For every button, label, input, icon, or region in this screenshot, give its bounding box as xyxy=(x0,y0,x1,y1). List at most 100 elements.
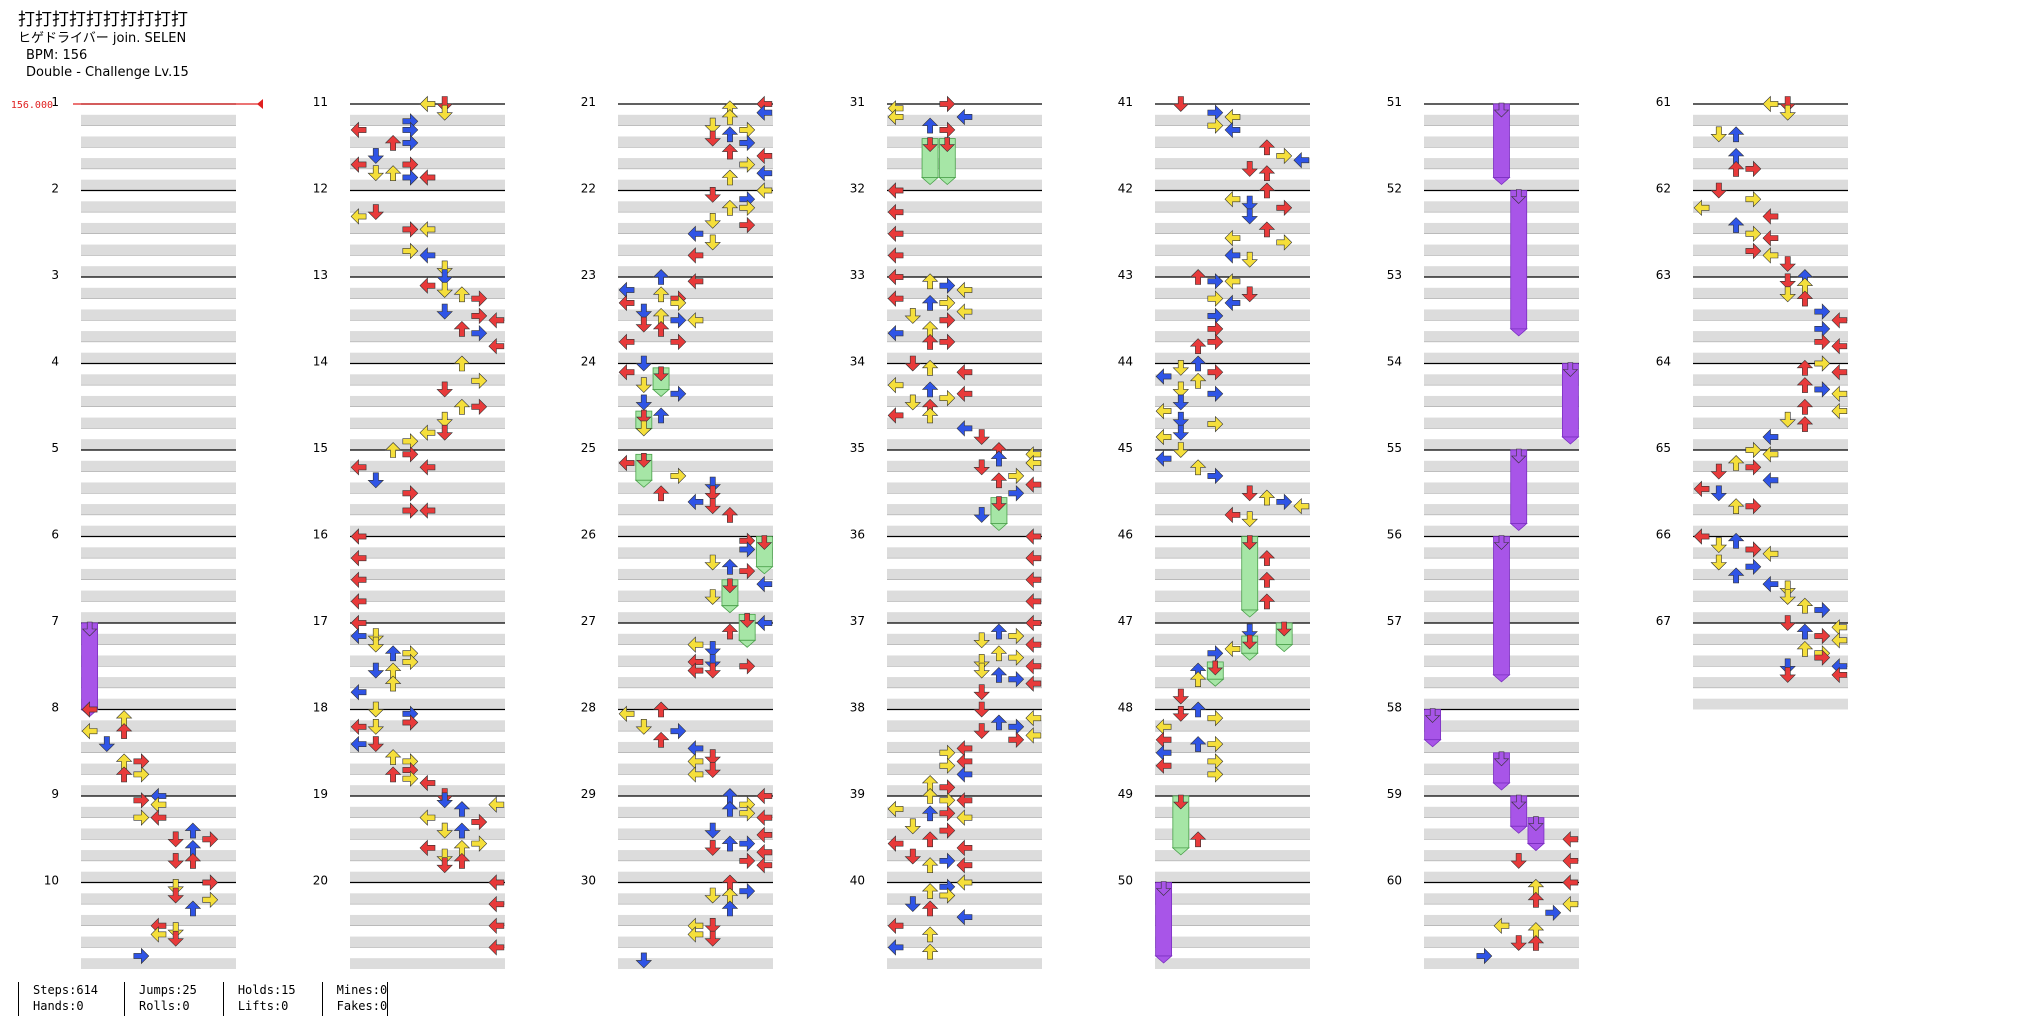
note-arrow xyxy=(367,628,385,644)
note-tail xyxy=(920,177,940,186)
note-arrow xyxy=(973,684,990,701)
beat-band xyxy=(887,504,1042,515)
beat-band xyxy=(350,633,505,645)
note-arrow xyxy=(904,848,922,865)
beat-band xyxy=(1424,720,1579,732)
note-arrow xyxy=(81,701,98,718)
note-arrow xyxy=(687,273,704,290)
beat-band xyxy=(350,331,505,342)
beat-band xyxy=(81,504,236,515)
measure-number: 53 xyxy=(1387,268,1402,282)
measure-number: 45 xyxy=(1118,441,1133,455)
note-arrow xyxy=(1796,398,1814,415)
note-arrow xyxy=(1025,528,1042,545)
note-arrow xyxy=(973,632,990,649)
note-arrow xyxy=(973,654,990,670)
note-arrow xyxy=(1172,688,1190,705)
note-arrow xyxy=(956,108,973,126)
note-arrow xyxy=(904,355,922,372)
note-arrow xyxy=(956,809,973,826)
note-arrow xyxy=(887,407,904,424)
note-arrow xyxy=(1172,442,1190,458)
beat-band xyxy=(887,460,1042,472)
note-arrow xyxy=(1510,794,1527,810)
note-arrow xyxy=(1173,794,1189,810)
note-arrow xyxy=(133,792,150,809)
note-arrow xyxy=(635,718,653,735)
note-arrow xyxy=(1241,286,1258,303)
measure-number: 58 xyxy=(1387,701,1402,715)
note-tail xyxy=(1509,825,1528,834)
note-arrow xyxy=(635,952,653,969)
note-arrow xyxy=(704,234,721,251)
note-arrow xyxy=(1745,541,1762,558)
note-tail xyxy=(651,389,671,397)
measure-number: 19 xyxy=(313,787,328,801)
note-arrow xyxy=(1172,96,1190,112)
measure-number: 10 xyxy=(44,874,59,888)
note-arrow xyxy=(1025,571,1042,589)
note-arrow xyxy=(921,883,939,899)
note-arrow xyxy=(1207,709,1224,727)
measure-number: 56 xyxy=(1387,528,1402,542)
beat-band xyxy=(350,720,505,732)
note-arrow xyxy=(1241,485,1258,502)
beat-band xyxy=(81,417,236,429)
note-arrow xyxy=(436,282,453,298)
note-arrow xyxy=(1207,290,1224,307)
note-arrow xyxy=(1562,895,1579,913)
note-arrow xyxy=(1831,666,1848,684)
beat-band xyxy=(1693,331,1848,342)
note-arrow xyxy=(921,926,939,943)
note-arrow xyxy=(1762,229,1779,247)
beat-band xyxy=(887,158,1042,169)
beat-band xyxy=(81,395,236,407)
note-arrow xyxy=(350,593,367,610)
beat-band xyxy=(81,828,236,840)
note-arrow xyxy=(687,312,704,329)
note-arrow xyxy=(1241,195,1258,212)
note-arrow xyxy=(1207,363,1224,381)
note-arrow xyxy=(939,333,956,351)
beat-band xyxy=(1424,287,1579,299)
beat-band xyxy=(1424,741,1579,753)
beat-band xyxy=(1155,352,1310,364)
beat-band xyxy=(81,655,236,667)
measure-number: 22 xyxy=(581,182,596,196)
note-tail xyxy=(1509,523,1528,532)
note-arrow xyxy=(1727,455,1745,471)
note-arrow xyxy=(1258,182,1276,199)
note-arrow xyxy=(471,324,488,342)
beat-band xyxy=(81,136,236,148)
measure-number: 42 xyxy=(1118,182,1133,196)
note-arrow xyxy=(1241,634,1258,650)
stat-hands: Hands:0 xyxy=(33,999,84,1013)
note-arrow xyxy=(618,363,635,381)
note-arrow xyxy=(973,723,990,740)
note-arrow xyxy=(1207,735,1224,753)
beat-band xyxy=(618,179,773,191)
note-arrow xyxy=(1258,550,1276,566)
note-arrow xyxy=(384,134,402,151)
beat-band xyxy=(1693,612,1848,623)
beat-band xyxy=(618,287,773,299)
note-arrow xyxy=(1814,649,1831,666)
stats-block-jumps: Jumps:25 Rolls:0 xyxy=(124,982,211,1016)
beat-band xyxy=(350,395,505,407)
note-arrow xyxy=(167,930,184,947)
note-arrow xyxy=(1745,459,1762,476)
note-arrow xyxy=(704,485,721,502)
measure-number: 49 xyxy=(1118,787,1133,801)
note-arrow xyxy=(1831,363,1848,381)
note-arrow xyxy=(1207,467,1224,485)
note-arrow xyxy=(436,96,453,112)
note-arrow xyxy=(1008,670,1025,688)
beat-band xyxy=(81,568,236,580)
measure-number: 57 xyxy=(1387,614,1402,628)
note-arrow xyxy=(1527,935,1545,951)
beat-band xyxy=(350,568,505,580)
beat-band xyxy=(350,439,505,450)
note-arrow xyxy=(402,502,419,519)
note-arrow xyxy=(1710,182,1728,199)
note-arrow xyxy=(939,822,956,839)
